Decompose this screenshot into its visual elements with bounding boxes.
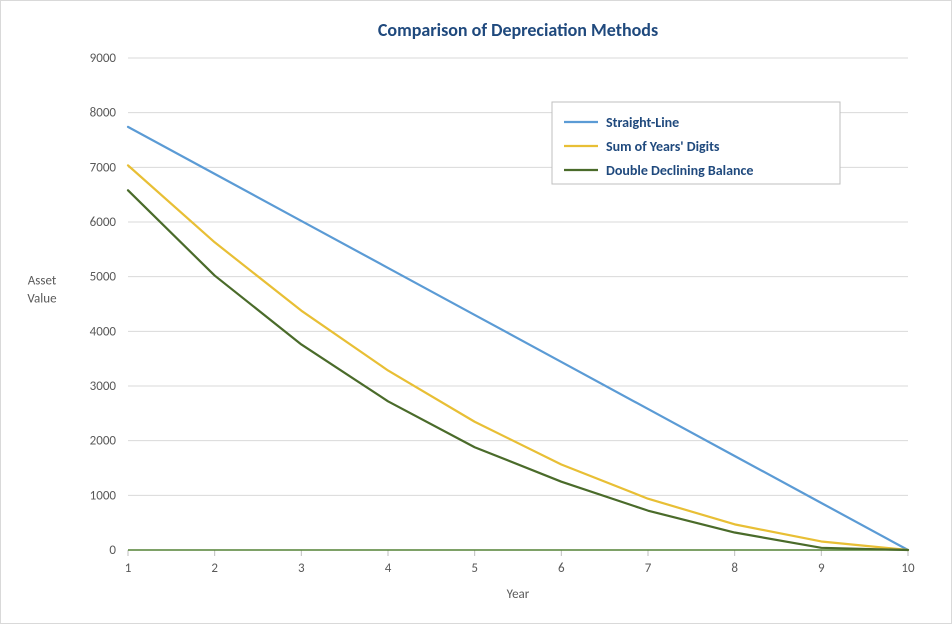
- x-tick-label: 3: [298, 561, 305, 576]
- y-tick-label: 4000: [90, 324, 117, 339]
- y-tick-label: 8000: [90, 106, 117, 121]
- chart-container: { "chart": { "type": "line", "title": "C…: [0, 0, 952, 624]
- x-tick-label: 7: [645, 561, 652, 576]
- x-tick-label: 10: [901, 561, 915, 576]
- x-tick-label: 8: [731, 561, 738, 576]
- y-axis-label: Value: [27, 291, 56, 306]
- chart-title: Comparison of Depreciation Methods: [378, 19, 658, 41]
- y-tick-label: 0: [109, 543, 116, 558]
- y-axis-label: Asset: [28, 273, 57, 288]
- y-tick-label: 3000: [90, 379, 117, 394]
- x-tick-label: 2: [211, 561, 218, 576]
- x-tick-label: 1: [125, 561, 132, 576]
- legend-label: Straight-Line: [606, 114, 679, 131]
- y-tick-label: 1000: [90, 488, 117, 503]
- x-tick-label: 6: [558, 561, 565, 576]
- y-tick-label: 5000: [90, 270, 117, 285]
- x-tick-label: 4: [385, 561, 392, 576]
- legend-label: Sum of Years' Digits: [606, 138, 720, 155]
- legend-label: Double Declining Balance: [606, 162, 753, 179]
- y-tick-label: 2000: [90, 434, 117, 449]
- y-tick-label: 6000: [90, 215, 117, 230]
- y-tick-label: 9000: [90, 51, 117, 66]
- x-tick-label: 5: [471, 561, 478, 576]
- x-axis-label: Year: [507, 587, 530, 602]
- x-tick-label: 9: [818, 561, 825, 576]
- y-tick-label: 7000: [90, 160, 117, 175]
- line-chart: Comparison of Depreciation Methods 0 1000 2…: [0, 0, 952, 624]
